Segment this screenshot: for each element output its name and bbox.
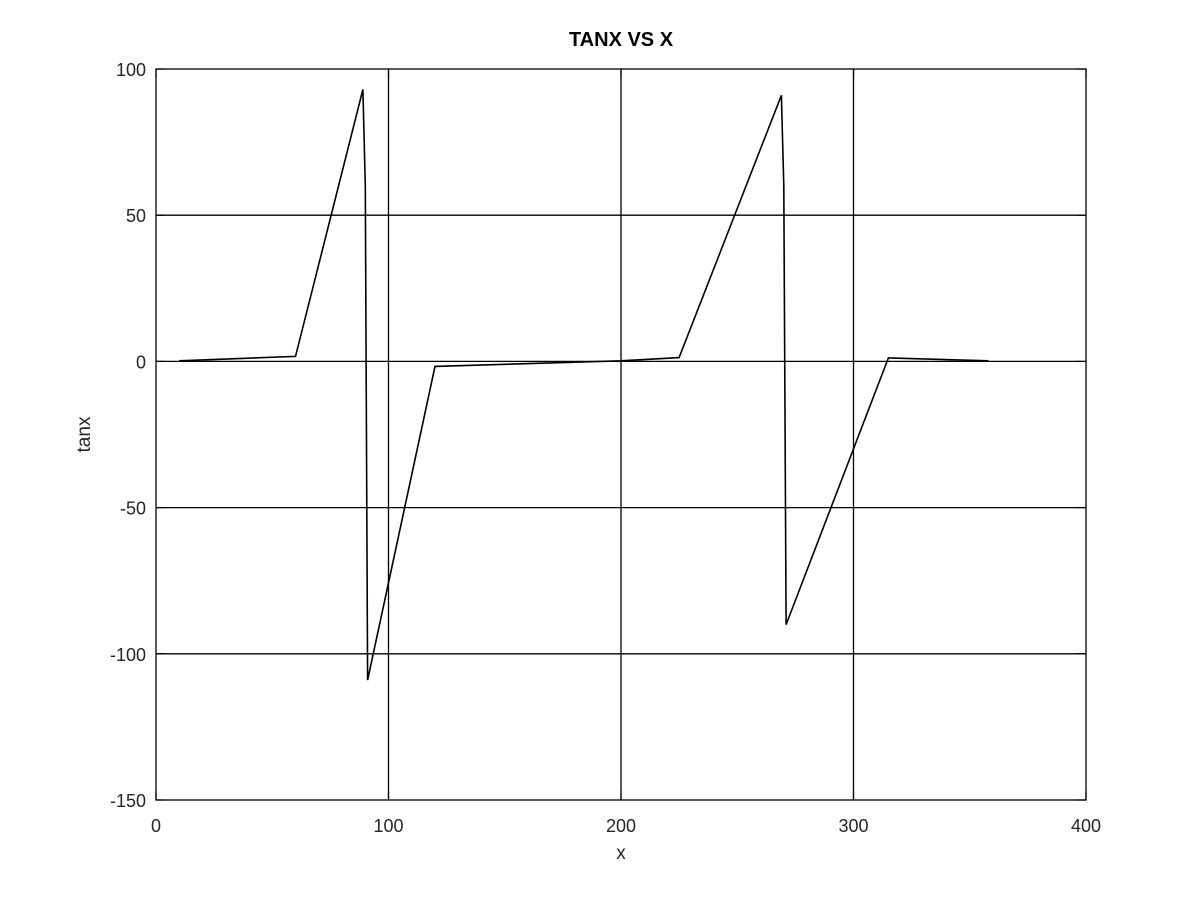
x-tick-label: 0 <box>151 816 161 836</box>
x-tick-label: 100 <box>373 816 403 836</box>
y-tick-label: -100 <box>110 645 146 665</box>
y-tick-label: 50 <box>126 206 146 226</box>
y-axis-label: tanx <box>74 416 95 452</box>
y-tick-label: -150 <box>110 791 146 811</box>
chart-title: TANX VS X <box>569 29 674 51</box>
x-tick-label: 200 <box>606 816 636 836</box>
data-line-layer <box>179 89 989 681</box>
tanx-line <box>179 89 989 681</box>
x-axis-label: x <box>616 843 626 864</box>
y-tick-label: 0 <box>136 352 146 372</box>
x-tick-label: 400 <box>1071 816 1101 836</box>
y-tick-label: -50 <box>120 499 146 519</box>
x-tick-label: 300 <box>838 816 868 836</box>
axis-ticks: 0 100 200 300 400 -150 -100 -50 0 50 100 <box>110 60 1101 836</box>
y-tick-label: 100 <box>116 60 146 80</box>
